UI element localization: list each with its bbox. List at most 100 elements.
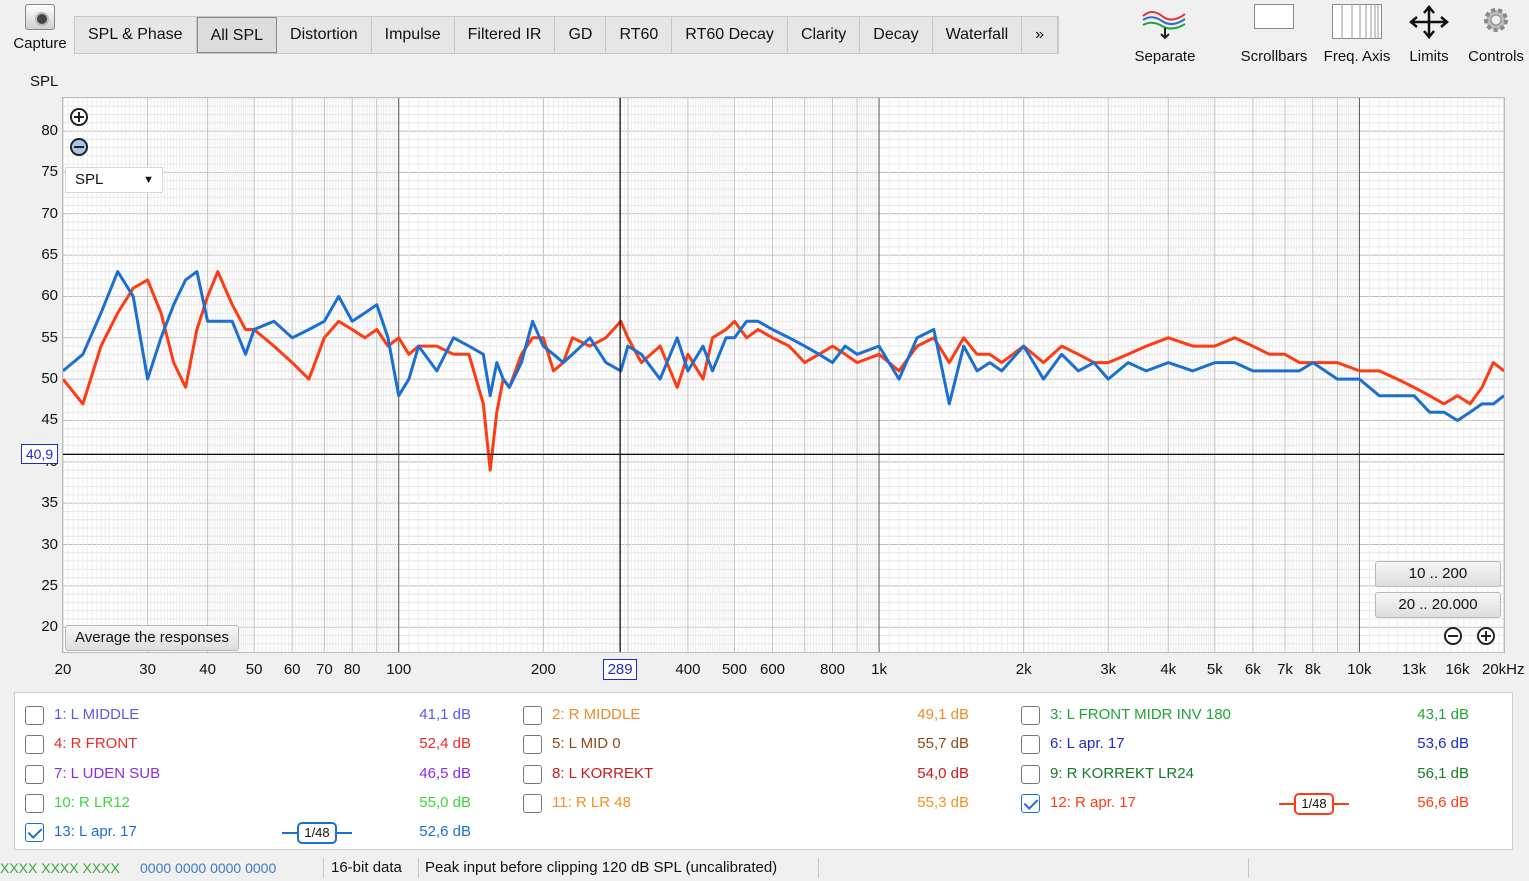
measurement-name[interactable]: 7: L UDEN SUB: [54, 764, 161, 782]
measurement-name[interactable]: 10: R LR12: [54, 793, 130, 811]
x-tick-label: 13k: [1402, 661, 1427, 678]
y-tick-label: 45: [41, 411, 58, 429]
tab-filtered-ir[interactable]: Filtered IR: [455, 17, 556, 53]
range-10-200-button[interactable]: 10 .. 200: [1375, 561, 1501, 587]
input-level-meter-right: 0000 0000 0000 0000: [140, 860, 277, 876]
measurement-level: 46,5 dB: [419, 764, 471, 782]
freq-axis-label: Freq. Axis: [1323, 48, 1391, 65]
y-tick-label: 35: [41, 494, 58, 512]
separate-button[interactable]: Separate: [1132, 4, 1198, 65]
measurement-name[interactable]: 3: L FRONT MIDR INV 180: [1050, 706, 1231, 723]
y-tick-label: 70: [41, 204, 58, 222]
tab-gd[interactable]: GD: [555, 17, 607, 53]
measurement-name[interactable]: 12: R apr. 17: [1050, 793, 1136, 811]
zoom-in-icon[interactable]: [68, 106, 90, 128]
x-tick-label: 600: [759, 661, 786, 678]
peak-input-status: Peak input before clipping 120 dB SPL (u…: [425, 859, 778, 876]
measurement-name[interactable]: 4: R FRONT: [54, 735, 138, 753]
separate-curves-icon: [1140, 4, 1190, 40]
measurement-level: 55,3 dB: [917, 793, 969, 811]
measurement-checkbox[interactable]: [523, 735, 542, 755]
average-responses-button[interactable]: Average the responses: [65, 625, 239, 651]
measurement-checkbox[interactable]: [25, 764, 44, 784]
measurement-name[interactable]: 5: L MID 0: [552, 735, 621, 753]
measurement-name[interactable]: 9: R KORREKT LR24: [1050, 764, 1194, 782]
tab-clarity[interactable]: Clarity: [788, 17, 861, 53]
x-tick-label: 20: [54, 661, 72, 678]
chevron-down-icon: ▼: [143, 174, 154, 186]
y-tick-label: 75: [41, 163, 58, 181]
range-20-20000-button[interactable]: 20 .. 20.000: [1375, 592, 1501, 618]
x-tick-label: 6k: [1244, 661, 1261, 678]
tab-more-button[interactable]: »: [1022, 17, 1059, 53]
measurement-name[interactable]: 1: L MIDDLE: [54, 706, 140, 723]
limits-button[interactable]: Limits: [1402, 4, 1456, 65]
measurement-level: 52,6 dB: [419, 823, 471, 841]
measurement-checkbox[interactable]: [523, 793, 542, 813]
spl-graph[interactable]: SPL ▼ Average the responses 10 .. 200 20…: [61, 97, 1505, 653]
tab-rt60-decay[interactable]: RT60 Decay: [672, 17, 788, 53]
measurement-checkbox[interactable]: [523, 764, 542, 784]
tab-spl-phase[interactable]: SPL & Phase: [75, 17, 197, 53]
y-tick-label: 60: [41, 287, 58, 305]
x-tick-label: 40: [199, 661, 216, 678]
measurement-checkbox[interactable]: [1021, 735, 1040, 755]
measurement-checkbox[interactable]: [25, 823, 44, 843]
x-tick-label: 10k: [1347, 661, 1372, 678]
freq-axis-button[interactable]: Freq. Axis: [1320, 4, 1394, 65]
controls-button[interactable]: Controls: [1464, 4, 1528, 65]
measurement-checkbox[interactable]: [25, 793, 44, 813]
x-tick-label: 2k: [1015, 661, 1032, 678]
y-tick-label: 25: [41, 576, 58, 594]
controls-label: Controls: [1468, 48, 1524, 65]
smoothing-label: 1/48: [297, 822, 337, 845]
measurement-checkbox[interactable]: [25, 706, 44, 725]
tab-rt60[interactable]: RT60: [606, 17, 673, 53]
scrollbars-label: Scrollbars: [1240, 48, 1308, 65]
measurement-name[interactable]: 6: L apr. 17: [1050, 735, 1125, 753]
tab-all-spl[interactable]: All SPL: [196, 17, 278, 53]
x-tick-label: 500: [721, 661, 747, 678]
scrollbars-button[interactable]: Scrollbars: [1238, 4, 1310, 65]
measurement-level: 56,6 dB: [1417, 793, 1469, 811]
measurement-checkbox[interactable]: [1021, 793, 1040, 813]
measurement-name[interactable]: 13: L apr. 17: [54, 823, 137, 841]
camera-icon: [25, 4, 55, 30]
measurement-level: 55,7 dB: [917, 735, 969, 753]
measurement-checkbox[interactable]: [1021, 764, 1040, 784]
x-tick-label: 3k: [1100, 661, 1117, 678]
measurement-level: 41,1 dB: [419, 706, 471, 723]
measurement-checkbox[interactable]: [25, 735, 44, 755]
mode-select[interactable]: SPL ▼: [65, 167, 163, 193]
smoothing-control[interactable]: 1/48: [1279, 792, 1349, 815]
measurement-checkbox[interactable]: [523, 706, 542, 725]
x-zoom-in-icon[interactable]: [1475, 625, 1497, 647]
y-tick-label: 55: [41, 328, 58, 346]
capture-label: Capture: [13, 35, 67, 52]
x-tick-label: 7k: [1277, 661, 1293, 678]
tab-impulse[interactable]: Impulse: [372, 17, 455, 53]
measurement-level: 56,1 dB: [1417, 764, 1469, 782]
y-tick-label: 30: [41, 535, 58, 553]
tab-waterfall[interactable]: Waterfall: [933, 17, 1023, 53]
measurement-name[interactable]: 11: R LR 48: [552, 793, 631, 811]
y-axis-title: SPL: [30, 73, 59, 90]
measurement-level: 54,0 dB: [917, 764, 969, 782]
smoothing-control[interactable]: 1/48: [282, 822, 352, 845]
x-tick-label: 800: [820, 661, 846, 678]
x-tick-label: 50: [245, 661, 263, 678]
smoothing-label: 1/48: [1294, 792, 1334, 815]
cursor-spl-readout: 40,9: [21, 444, 58, 465]
y-tick-label: 80: [41, 122, 58, 140]
mode-select-value: SPL: [75, 171, 104, 188]
capture-button[interactable]: Capture: [8, 4, 72, 66]
spl-plot-canvas[interactable]: [61, 97, 1505, 652]
tab-distortion[interactable]: Distortion: [277, 17, 372, 53]
freq-axis-icon: [1332, 4, 1382, 40]
measurement-name[interactable]: 8: L KORREKT: [552, 764, 654, 782]
tab-decay[interactable]: Decay: [860, 17, 933, 53]
measurement-name[interactable]: 2: R MIDDLE: [552, 706, 641, 723]
x-zoom-out-icon[interactable]: [1442, 625, 1464, 647]
measurement-checkbox[interactable]: [1021, 706, 1040, 725]
zoom-out-icon[interactable]: [68, 136, 90, 158]
